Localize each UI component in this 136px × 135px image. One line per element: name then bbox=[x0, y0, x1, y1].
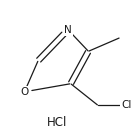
Text: HCl: HCl bbox=[47, 116, 67, 129]
Text: N: N bbox=[64, 25, 72, 35]
Text: O: O bbox=[20, 87, 29, 97]
Text: Cl: Cl bbox=[121, 100, 132, 110]
